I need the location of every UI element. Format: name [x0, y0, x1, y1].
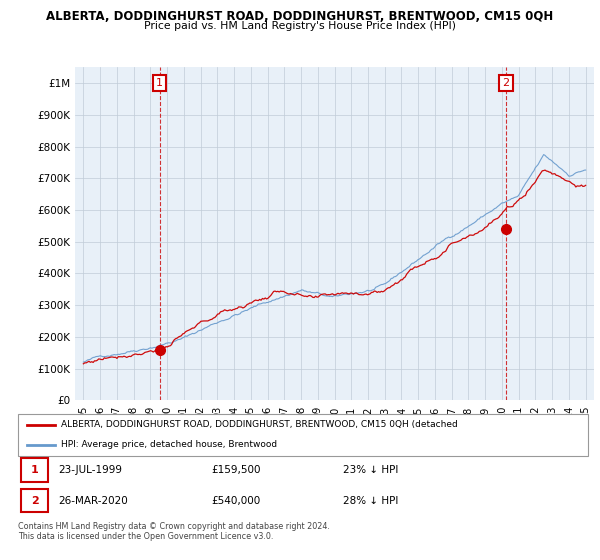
Text: Contains HM Land Registry data © Crown copyright and database right 2024.
This d: Contains HM Land Registry data © Crown c…: [18, 522, 330, 542]
Text: 2: 2: [503, 78, 509, 88]
Text: ALBERTA, DODDINGHURST ROAD, DODDINGHURST, BRENTWOOD, CM15 0QH: ALBERTA, DODDINGHURST ROAD, DODDINGHURST…: [46, 10, 554, 23]
FancyBboxPatch shape: [18, 414, 588, 456]
FancyBboxPatch shape: [21, 458, 48, 482]
Text: £540,000: £540,000: [212, 496, 261, 506]
Text: HPI: Average price, detached house, Brentwood: HPI: Average price, detached house, Bren…: [61, 440, 277, 449]
Text: £159,500: £159,500: [212, 465, 262, 475]
Text: 1: 1: [156, 78, 163, 88]
FancyBboxPatch shape: [21, 489, 48, 512]
Text: Price paid vs. HM Land Registry's House Price Index (HPI): Price paid vs. HM Land Registry's House …: [144, 21, 456, 31]
Text: ALBERTA, DODDINGHURST ROAD, DODDINGHURST, BRENTWOOD, CM15 0QH (detached: ALBERTA, DODDINGHURST ROAD, DODDINGHURST…: [61, 421, 458, 430]
Text: 28% ↓ HPI: 28% ↓ HPI: [343, 496, 398, 506]
Text: 26-MAR-2020: 26-MAR-2020: [58, 496, 128, 506]
Text: 2: 2: [31, 496, 38, 506]
Text: 1: 1: [31, 465, 38, 475]
Text: 23% ↓ HPI: 23% ↓ HPI: [343, 465, 398, 475]
Text: 23-JUL-1999: 23-JUL-1999: [58, 465, 122, 475]
